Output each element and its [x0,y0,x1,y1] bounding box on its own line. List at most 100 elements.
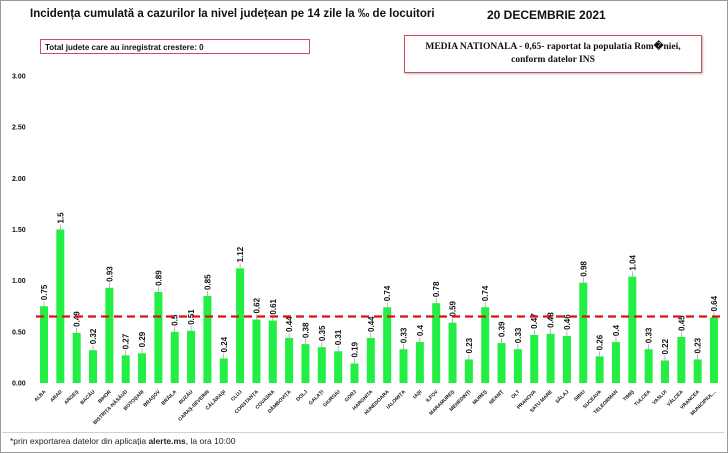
bar-value-label: 0.47 [530,313,539,329]
bar-value-label: 0.74 [481,285,490,301]
bar [595,356,604,383]
bar-value-label: 0.5 [171,314,180,326]
bar [187,330,196,383]
bar-value-label: 1.12 [236,246,245,262]
bar [170,331,179,383]
bar-value-label: 0.29 [138,331,147,347]
bar [56,229,65,383]
bar-value-label: 0.19 [350,341,359,357]
category-label: IAŞI [412,389,424,401]
category-label: BRAŞOV [142,389,162,409]
bar-value-label: 0.46 [563,314,572,330]
y-tick-label: 0.00 [12,381,26,388]
bar [285,337,294,383]
bar-value-label: 1.5 [56,212,65,224]
bar-value-label: 0.23 [694,337,703,353]
national-average-box: MEDIA NATIONALA - 0,65- raportat la popu… [404,35,702,73]
category-label: ARGEŞ [63,389,80,406]
footnote-suffix: , la ora 10:00 [185,436,236,446]
bar-value-label: 0.45 [677,315,686,331]
bar [628,276,637,383]
bar-value-label: 0.22 [661,338,670,354]
bar-value-label: 0.49 [73,311,82,327]
bar-value-label: 0.44 [367,316,376,332]
bar-value-label: 0.39 [498,321,507,337]
category-label: GORJ [344,389,358,403]
category-label: CLUJ [230,389,244,403]
bar-value-label: 0.75 [40,284,49,300]
bar [203,296,212,383]
bar [579,282,588,383]
bar [219,358,228,383]
bar-value-label: 0.26 [596,334,605,350]
footnote: *prin exportarea datelor din aplicația a… [10,436,235,446]
bar [40,306,48,383]
bar-value-label: 0.23 [465,337,474,353]
bar [432,303,441,383]
bar [513,349,522,383]
report-date: 20 DECEMBRIE 2021 [487,8,606,22]
bar-value-label: 0.78 [432,281,441,297]
category-label: ARAD [49,389,64,404]
y-tick-label: 3.00 [12,74,26,81]
bar [660,360,669,383]
bar-value-label: 0.4 [416,324,425,336]
bar [399,349,408,383]
bar-value-label: 0.51 [187,309,196,325]
bar-value-label: 0.48 [547,312,556,328]
bar-value-label: 0.33 [400,327,409,343]
category-label: MUREŞ [472,389,489,406]
y-tick-label: 2.50 [12,125,26,132]
bar [383,307,392,383]
bar-value-label: 0.61 [269,298,278,314]
category-label: SIBIU [573,389,587,403]
bar [301,344,310,383]
bar-value-label: 0.31 [334,329,343,345]
bar [154,291,163,383]
category-label: NEAMŢ [488,389,505,406]
footnote-prefix: *prin exportarea datelor din aplicația [10,436,149,446]
bar [366,337,375,383]
category-label: TIMIŞ [622,389,636,403]
bar [546,333,555,383]
bar-value-label: 0.32 [89,328,98,344]
y-tick-label: 1.00 [12,278,26,285]
bar [72,332,81,383]
bar-value-label: 0.33 [645,327,654,343]
category-label: GIURGIU [322,389,342,409]
category-label: SĂLAJ [554,388,571,405]
bar [317,347,326,383]
national-average-line2: conform datelor INS [511,55,595,65]
bar [138,353,147,383]
bar [562,335,571,383]
bar-value-label: 0.98 [579,261,588,277]
bar-value-label: 0.74 [383,285,392,301]
bar-value-label: 0.85 [203,274,212,290]
bar-value-label: 0.27 [122,333,131,349]
bar-value-label: 0.33 [514,327,523,343]
category-label: ILFOV [425,389,440,404]
bar-value-label: 0.62 [252,297,261,313]
bar-value-label: 0.35 [318,325,327,341]
bar [89,350,98,383]
bar [644,349,653,383]
bar [677,336,686,383]
bar [334,351,343,383]
category-label: OLT [510,389,521,400]
bar [350,363,359,383]
bar [448,322,457,383]
bar-value-label: 0.89 [154,270,163,286]
bar [252,319,261,383]
y-tick-label: 0.50 [12,329,26,336]
bar [236,268,245,383]
bar-value-label: 0.38 [301,322,310,338]
category-label: BACĂU [79,388,97,406]
bar [121,355,130,383]
category-label: DOLJ [295,389,309,403]
chart-title: Incidența cumulată a cazurilor la nivel … [30,8,435,20]
bar [105,287,114,383]
bar [611,342,620,383]
footer-divider [2,432,724,433]
